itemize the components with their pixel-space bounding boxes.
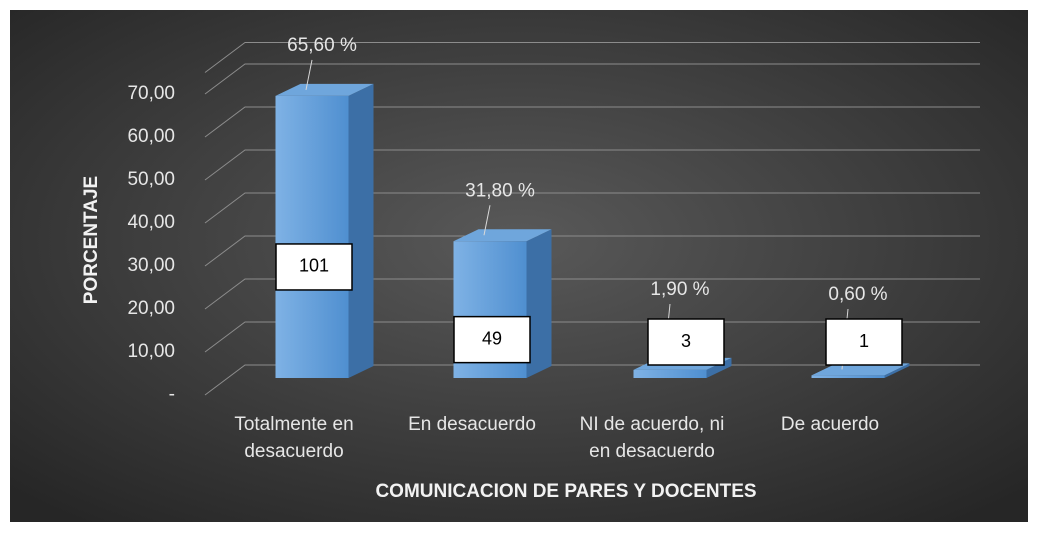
bar-top bbox=[811, 363, 910, 376]
bar bbox=[811, 363, 910, 378]
y-tick-label: 10,00 bbox=[127, 341, 175, 362]
count-label: 49 bbox=[482, 328, 502, 348]
grid-line bbox=[204, 192, 980, 224]
count-box bbox=[275, 243, 353, 291]
leader-line bbox=[305, 59, 313, 91]
y-tick-label: 40,00 bbox=[127, 212, 175, 233]
plot-frame bbox=[204, 42, 980, 73]
bar-front bbox=[811, 375, 885, 378]
bar bbox=[275, 83, 374, 379]
count-label: 1 bbox=[859, 331, 869, 351]
y-tick-label: 20,00 bbox=[127, 298, 175, 319]
value-label: 31,80 % bbox=[465, 180, 535, 201]
bar-side bbox=[348, 83, 374, 379]
bar-top bbox=[453, 229, 552, 242]
y-axis-title: PORCENTAJE bbox=[81, 176, 102, 304]
value-label: 0,60 % bbox=[828, 284, 887, 305]
grid-line bbox=[204, 63, 980, 95]
x-tick-label: En desacuerdo bbox=[408, 414, 536, 435]
leader-line bbox=[483, 205, 491, 236]
bar-side bbox=[706, 357, 732, 378]
count-box bbox=[647, 318, 725, 366]
x-tick-label: NI de acuerdo, ni en desacuerdo bbox=[579, 414, 725, 462]
y-tick-label: - bbox=[169, 384, 175, 405]
grid-line bbox=[204, 278, 980, 310]
x-tick-label: De acuerdo bbox=[780, 414, 880, 435]
grid-line bbox=[204, 235, 980, 267]
grid-line bbox=[204, 321, 980, 353]
count-box bbox=[825, 318, 903, 366]
value-label: 65,60 % bbox=[287, 35, 357, 56]
count-label: 101 bbox=[299, 256, 329, 276]
grid-line bbox=[204, 364, 980, 396]
y-tick-label: 70,00 bbox=[127, 83, 175, 104]
bar-front bbox=[275, 95, 349, 379]
y-tick-label: 50,00 bbox=[127, 169, 175, 190]
grid-line bbox=[204, 106, 980, 138]
bar-side bbox=[526, 229, 552, 378]
grid-line bbox=[204, 149, 980, 181]
y-tick-label: 30,00 bbox=[127, 255, 175, 276]
count-label: 3 bbox=[681, 331, 691, 351]
x-tick-label: Totalmente en desacuerdo bbox=[234, 414, 354, 462]
y-tick-label: 60,00 bbox=[127, 126, 175, 147]
x-axis-title: COMUNICACION DE PARES Y DOCENTES bbox=[375, 481, 756, 502]
count-box bbox=[453, 315, 531, 364]
bar-top bbox=[275, 83, 374, 96]
value-label: 1,90 % bbox=[650, 279, 709, 300]
bar-front bbox=[633, 369, 707, 378]
bar-side bbox=[884, 363, 910, 378]
